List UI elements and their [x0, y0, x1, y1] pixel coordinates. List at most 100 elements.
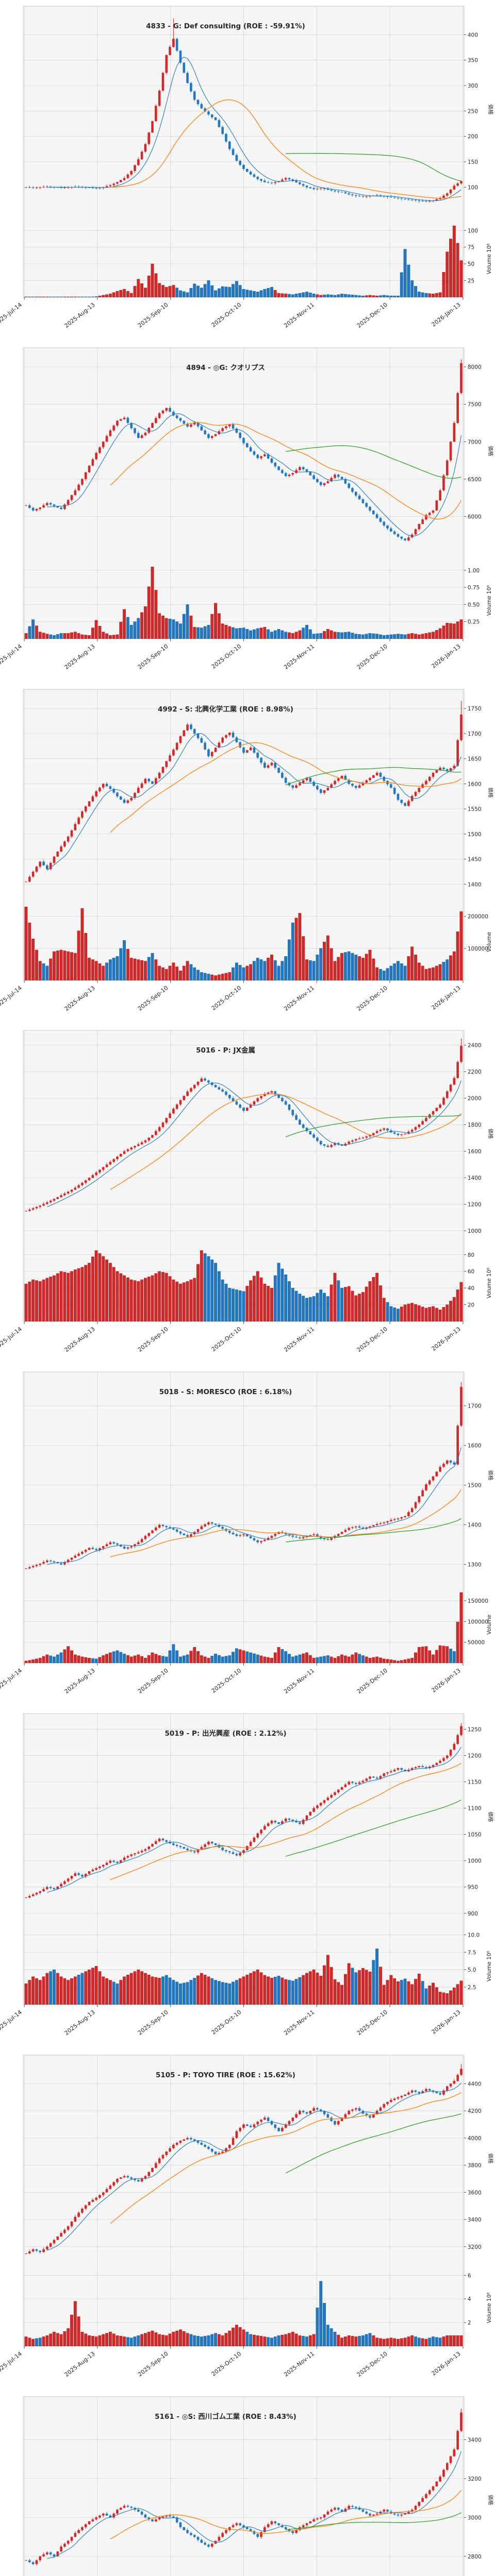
- ma-mid-line: [110, 1093, 461, 1190]
- volume-axis: 2 4 6: [464, 2273, 471, 2326]
- x-tick-label: 2025-Oct-10: [210, 1326, 243, 1353]
- chart-title: 4833 - G: Def consulting (ROE : -59.91%): [146, 22, 305, 30]
- volume-bars: [24, 906, 463, 980]
- svg-text:1550: 1550: [468, 806, 482, 812]
- svg-text:1200: 1200: [468, 1202, 482, 1208]
- x-tick-label: 2026-Jan-13: [431, 301, 462, 328]
- svg-text:3400: 3400: [468, 2437, 482, 2443]
- chart-svg-4894: 4894 - ◎G: クオリプス 8000 7500 7000 6500 6000 価格 0.…: [0, 347, 494, 671]
- svg-text:1400: 1400: [468, 882, 482, 888]
- x-tick-label: 2025-Aug-13: [63, 643, 96, 671]
- svg-text:1000: 1000: [468, 1858, 482, 1865]
- ma-mid-line: [110, 99, 461, 199]
- ma-long-line: [286, 445, 461, 479]
- ma-long-line: [285, 2113, 461, 2174]
- ma-mid-line: [110, 422, 462, 520]
- stock-chart-figure-4992: 4992 - S: 北興化学工業 (ROE : 8.98%) 1750 1700 16…: [0, 683, 495, 1025]
- ma-long-line: [285, 1115, 461, 1138]
- svg-text:2000: 2000: [468, 1096, 482, 1102]
- x-tick-label: 2026-Jan-13: [431, 643, 462, 670]
- x-tick-label: 2025-Nov-11: [283, 301, 316, 329]
- svg-text:1750: 1750: [468, 706, 482, 712]
- x-tick-label: 2026-Jan-13: [431, 1667, 462, 1694]
- x-tick-label: 2025-Dec-10: [356, 2350, 389, 2378]
- price-axis-label: 価格: [487, 2495, 494, 2505]
- svg-text:75: 75: [468, 245, 474, 251]
- svg-text:4200: 4200: [468, 2108, 482, 2114]
- x-tick-label: 2025-Aug-13: [63, 2009, 96, 2037]
- x-tick-label: 2025-Oct-10: [210, 2350, 243, 2378]
- x-tick-label: 2025-Aug-13: [63, 1326, 96, 1353]
- svg-text:3200: 3200: [468, 2476, 482, 2482]
- price-axis-label: 価格: [487, 1470, 494, 1481]
- x-tick-label: 2026-Jan-13: [431, 2350, 462, 2377]
- x-tick-label: 2025-Jul-14: [0, 643, 23, 668]
- x-tick-label: 2025-Sep-10: [137, 301, 170, 329]
- svg-text:2800: 2800: [468, 2553, 482, 2560]
- svg-text:40: 40: [468, 1285, 474, 1292]
- x-tick-label: 2025-Sep-10: [137, 985, 170, 1012]
- x-tick-label: 2025-Oct-10: [210, 643, 243, 670]
- x-tick-label: 2025-Sep-10: [137, 643, 170, 671]
- stock-chart-figure-5019: 5019 - P: 出光興産 (ROE : 2.12%) 1250 1200 1150…: [0, 1707, 495, 2049]
- x-tick-label: 2025-Dec-10: [356, 1326, 389, 1353]
- x-axis: 2025-Jul-14 2025-Aug-13 2025-Sep-10 2025-Oc…: [0, 297, 464, 329]
- svg-text:6500: 6500: [468, 477, 482, 483]
- x-tick-label: 2025-Oct-10: [210, 301, 243, 329]
- x-tick-label: 2025-Jul-14: [0, 2350, 23, 2376]
- volume-bars: [24, 226, 463, 298]
- gridlines: [23, 2396, 464, 2576]
- candlesticks: [25, 2408, 463, 2566]
- volume-bars: [24, 1948, 463, 2005]
- svg-text:3800: 3800: [468, 2162, 482, 2168]
- volume-axis: 2.5 5.0 7.5 10.0: [464, 1932, 480, 1991]
- stock-chart-figure-5105: 5105 - P: TOYO TIRE (ROE : 15.62%) 4400 42…: [0, 2049, 495, 2391]
- svg-text:4: 4: [468, 2296, 471, 2302]
- stock-chart-figure-4894: 4894 - ◎G: クオリプス 8000 7500 7000 6500 6000 価格 0.…: [0, 342, 495, 683]
- svg-text:150000: 150000: [468, 1598, 488, 1604]
- x-tick-label: 2025-Jul-14: [0, 1326, 23, 1351]
- x-axis: 2025-Jul-14 2025-Aug-13 2025-Sep-10 2025-Oc…: [0, 638, 464, 671]
- ma-short-line: [47, 413, 462, 537]
- price-axis-label: 価格: [487, 1129, 494, 1139]
- svg-text:1600: 1600: [468, 1149, 482, 1155]
- price-axis-label: 価格: [487, 1811, 494, 1822]
- chart-title: 4992 - S: 北興化学工業 (ROE : 8.98%): [158, 705, 293, 714]
- svg-text:300: 300: [468, 83, 478, 89]
- svg-text:1050: 1050: [468, 1832, 482, 1838]
- gridlines: [23, 1372, 464, 1664]
- svg-text:200: 200: [468, 134, 478, 140]
- volume-axis: 20 40 60 80: [464, 1252, 474, 1309]
- volume-axis-label: Volume 10⁶: [486, 243, 492, 274]
- svg-text:100: 100: [468, 184, 478, 191]
- x-tick-label: 2025-Aug-13: [63, 985, 96, 1012]
- svg-text:1600: 1600: [468, 781, 482, 787]
- x-tick-label: 2025-Jul-14: [0, 985, 23, 1010]
- x-tick-label: 2025-Nov-11: [283, 1667, 316, 1695]
- ma-short-line: [47, 1447, 462, 1565]
- svg-text:2200: 2200: [468, 1069, 482, 1075]
- x-tick-label: 2026-Jan-13: [431, 1326, 462, 1352]
- x-tick-label: 2025-Jul-14: [0, 301, 23, 327]
- svg-text:7.5: 7.5: [468, 1950, 476, 1956]
- chart-title: 5019 - P: 出光興産 (ROE : 2.12%): [164, 1729, 286, 1738]
- svg-text:3600: 3600: [468, 2190, 482, 2196]
- svg-text:1400: 1400: [468, 1522, 482, 1529]
- svg-text:150: 150: [468, 159, 478, 165]
- x-tick-label: 2025-Sep-10: [137, 2350, 170, 2378]
- svg-text:0.50: 0.50: [468, 602, 480, 608]
- chart-title: 5016 - P: JX金属: [196, 1046, 255, 1055]
- svg-text:0.25: 0.25: [468, 619, 480, 625]
- volume-bars: [24, 1250, 463, 1322]
- candlesticks: [25, 359, 463, 541]
- volume-bars: [24, 2281, 463, 2346]
- ma-long-line: [285, 767, 461, 785]
- svg-text:1600: 1600: [468, 1443, 482, 1449]
- chart-title: 5105 - P: TOYO TIRE (ROE : 15.62%): [156, 2071, 295, 2079]
- svg-text:1650: 1650: [468, 756, 482, 762]
- x-tick-label: 2025-Aug-13: [63, 1667, 96, 1695]
- ma-long-line: [286, 152, 461, 182]
- x-tick-label: 2025-Nov-11: [283, 2009, 316, 2037]
- svg-text:6: 6: [468, 2273, 471, 2279]
